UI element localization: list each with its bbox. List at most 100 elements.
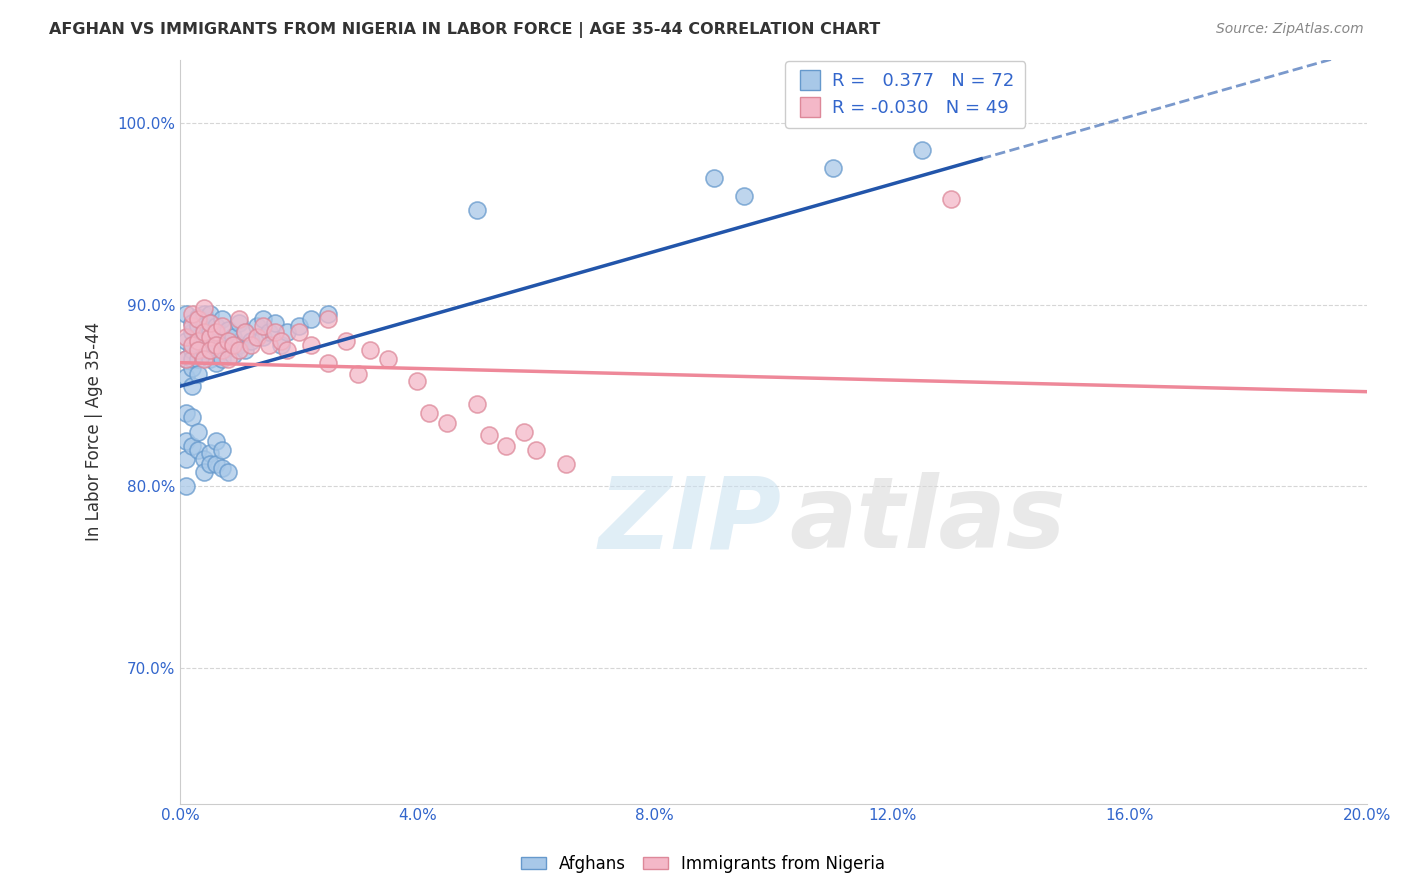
Point [204,319,226,334]
Point [174,434,197,448]
Point [318,356,340,370]
Point [180,410,202,425]
Point [198,343,221,357]
Point [174,479,197,493]
Point [180,439,202,453]
Text: ZIP: ZIP [599,473,782,569]
Point [211,461,233,475]
Point [941,192,963,206]
Point [264,316,287,330]
Point [198,351,221,366]
Point [174,334,197,348]
Point [406,374,429,388]
Point [174,351,197,366]
Text: AFGHAN VS IMMIGRANTS FROM NIGERIA IN LABOR FORCE | AGE 35-44 CORRELATION CHART: AFGHAN VS IMMIGRANTS FROM NIGERIA IN LAB… [49,22,880,38]
Point [276,343,298,357]
Point [318,307,340,321]
Point [198,446,221,460]
Point [217,341,239,355]
Point [211,351,233,366]
Point [193,451,215,466]
Point [228,337,250,351]
Point [554,457,576,471]
Point [204,457,226,471]
Point [187,425,209,439]
Point [252,319,274,334]
Point [204,337,226,351]
Point [252,312,274,326]
Point [180,337,202,351]
Legend: R =   0.377   N = 72, R = -0.030   N = 49: R = 0.377 N = 72, R = -0.030 N = 49 [786,62,1025,128]
Point [478,428,501,442]
Point [174,307,197,321]
Point [204,356,226,370]
Point [217,334,239,348]
Text: Source: ZipAtlas.com: Source: ZipAtlas.com [1216,22,1364,37]
Point [193,351,215,366]
Point [187,367,209,381]
Point [198,325,221,339]
Point [233,325,256,339]
Point [821,161,844,176]
Point [198,316,221,330]
Point [193,319,215,334]
Text: atlas: atlas [789,473,1066,569]
Point [436,416,458,430]
Legend: Afghans, Immigrants from Nigeria: Afghans, Immigrants from Nigeria [515,848,891,880]
Point [246,330,269,344]
Point [270,337,292,351]
Point [911,144,934,158]
Point [187,319,209,334]
Point [318,312,340,326]
Point [187,442,209,457]
Point [180,307,202,321]
Point [733,188,755,202]
Point [217,323,239,337]
Point [193,330,215,344]
Point [240,337,263,351]
Point [198,316,221,330]
Point [174,407,197,421]
Point [211,442,233,457]
Point [174,370,197,384]
Point [299,337,322,351]
Point [180,379,202,393]
Point [180,319,202,334]
Point [228,312,250,326]
Point [222,337,245,351]
Point [204,325,226,339]
Point [193,465,215,479]
Point [228,343,250,357]
Point [228,316,250,330]
Point [257,337,280,351]
Point [211,334,233,348]
Point [257,325,280,339]
Point [180,361,202,376]
Point [217,351,239,366]
Point [180,351,202,366]
Point [703,170,725,185]
Point [299,312,322,326]
Point [204,434,226,448]
Point [187,334,209,348]
Point [187,337,209,351]
Point [287,325,309,339]
Point [174,451,197,466]
Point [359,343,381,357]
Point [276,325,298,339]
Point [287,319,309,334]
Point [198,457,221,471]
Point [187,330,209,344]
Point [180,325,202,339]
Point [418,407,440,421]
Point [180,316,202,330]
Point [193,301,215,316]
Point [465,397,488,411]
Point [233,343,256,357]
Point [222,348,245,362]
Point [204,337,226,351]
Point [377,351,399,366]
Point [198,330,221,344]
Point [174,351,197,366]
Y-axis label: In Labor Force | Age 35-44: In Labor Force | Age 35-44 [86,322,103,541]
